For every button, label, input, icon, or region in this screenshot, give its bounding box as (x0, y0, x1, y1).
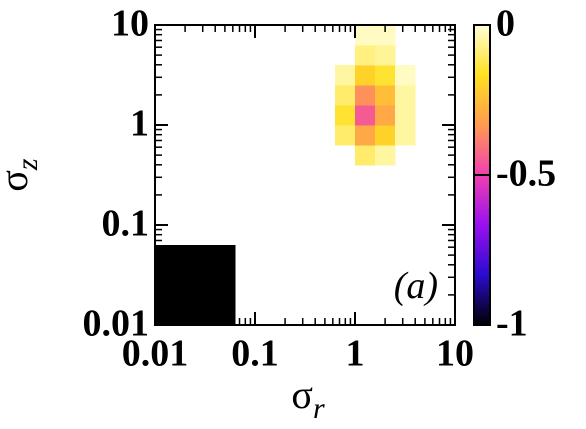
heat-cell (355, 25, 376, 46)
colorbar-tick-label: -1 (496, 303, 528, 345)
heat-cell (355, 84, 376, 106)
heat-cell (375, 45, 396, 66)
heat-cell (175, 265, 196, 286)
heat-cell (375, 145, 396, 166)
x-tick-label: 0.1 (231, 333, 279, 375)
x-tick-label: 1 (346, 333, 365, 375)
heat-cell (395, 65, 416, 86)
heat-cell (375, 84, 396, 106)
heat-cell (334, 65, 356, 86)
y-tick-label: 0.1 (102, 203, 150, 245)
heat-cell (155, 265, 176, 286)
heat-cell (195, 284, 216, 306)
heat-cell (395, 84, 416, 106)
heat-cell (195, 265, 216, 286)
heat-cell (175, 284, 196, 306)
heat-cell (395, 104, 416, 126)
heat-cell (195, 304, 216, 326)
heat-cell (175, 245, 196, 266)
heat-cell (355, 45, 376, 66)
colorbar-tick-label: 0 (496, 3, 515, 45)
y-tick-label: 0.01 (83, 303, 150, 345)
heat-cell (355, 65, 376, 86)
heat-cell (155, 245, 176, 266)
x-axis-label: σr (291, 372, 325, 425)
x-label-base: σ (291, 372, 313, 417)
heat-cell (375, 65, 396, 86)
y-tick-label: 10 (111, 3, 149, 45)
heat-cell (334, 84, 356, 106)
heat-cell (334, 124, 356, 146)
heat-cell (155, 284, 176, 306)
y-label-sub: z (11, 158, 44, 171)
heat-cell (214, 284, 236, 306)
heat-cell (395, 124, 416, 146)
x-tick-label: 0.01 (122, 333, 189, 375)
y-axis-label: σz (0, 158, 44, 192)
plot-frame (154, 24, 456, 326)
heat-cell (214, 245, 236, 266)
heat-cell (175, 304, 196, 326)
heat-cell (334, 104, 356, 126)
annotation: (a) (394, 265, 438, 307)
heat-cell (355, 124, 376, 146)
x-tick-label: 10 (436, 333, 474, 375)
y-label-base: σ (0, 170, 36, 192)
heat-cell (375, 104, 396, 126)
x-label-sub: r (313, 392, 325, 425)
heat-cell (214, 304, 236, 326)
y-tick-label: 1 (130, 103, 149, 145)
heat-cell (375, 25, 396, 46)
heat-cell (195, 245, 216, 266)
heat-cell (355, 104, 376, 126)
heat-cell (155, 304, 176, 326)
axes: 0.01 0.1 1 10 0.01 0.1 1 10 (83, 3, 475, 375)
heat-cell (214, 265, 236, 286)
heat-cell (375, 124, 396, 146)
colorbar-tick-label: -0.5 (496, 153, 556, 195)
heatmap (155, 25, 416, 326)
heat-cell (355, 145, 376, 166)
